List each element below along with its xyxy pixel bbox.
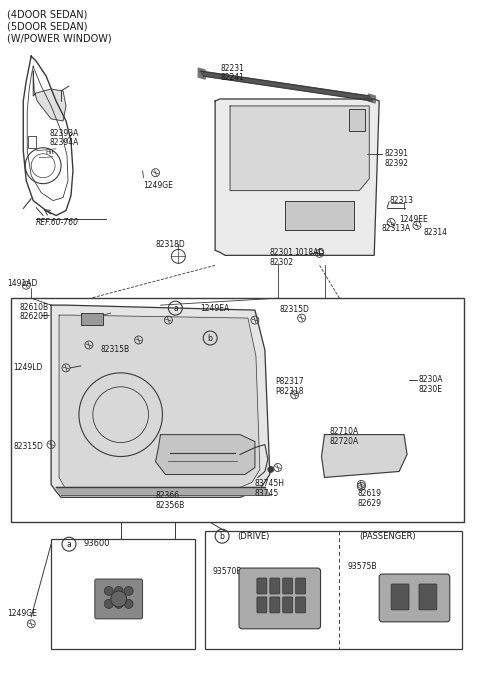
Polygon shape	[59, 315, 260, 490]
Circle shape	[104, 587, 113, 595]
Text: 82302: 82302	[270, 258, 294, 268]
Circle shape	[114, 587, 123, 595]
Circle shape	[111, 591, 127, 607]
Text: 82313A: 82313A	[381, 225, 410, 234]
Polygon shape	[51, 305, 270, 497]
Polygon shape	[56, 488, 270, 496]
Text: 82720A: 82720A	[329, 437, 359, 445]
Text: 93570B: 93570B	[212, 567, 241, 576]
Text: 82391: 82391	[384, 149, 408, 158]
Text: 82315D: 82315D	[13, 441, 43, 451]
Text: 82356B: 82356B	[156, 501, 185, 511]
Polygon shape	[215, 99, 379, 255]
Circle shape	[268, 466, 274, 473]
FancyBboxPatch shape	[257, 597, 267, 613]
Text: 1249EE: 1249EE	[399, 215, 428, 223]
FancyBboxPatch shape	[379, 574, 450, 622]
Bar	[81, 313, 103, 325]
Text: 83745: 83745	[255, 490, 279, 498]
Text: 93600: 93600	[84, 539, 110, 548]
Text: 1491AD: 1491AD	[7, 279, 38, 289]
Text: 82301: 82301	[270, 249, 294, 257]
FancyBboxPatch shape	[296, 597, 306, 613]
Text: (W/POWER WINDOW): (W/POWER WINDOW)	[7, 33, 112, 43]
Text: 82620B: 82620B	[19, 312, 48, 321]
Circle shape	[114, 600, 123, 608]
Bar	[51, 539, 195, 648]
Polygon shape	[33, 71, 66, 121]
FancyBboxPatch shape	[296, 578, 306, 594]
Text: 82392: 82392	[384, 159, 408, 168]
Text: 1249GE: 1249GE	[7, 609, 37, 618]
FancyBboxPatch shape	[95, 579, 143, 619]
Text: 82318D: 82318D	[156, 240, 185, 249]
Polygon shape	[368, 94, 375, 103]
Bar	[285, 200, 354, 230]
Circle shape	[104, 600, 113, 608]
Text: 82313: 82313	[389, 196, 413, 204]
Text: 82314: 82314	[424, 228, 448, 238]
Text: 82231: 82231	[220, 64, 244, 73]
Text: Hit: Hit	[45, 150, 54, 155]
Text: (DRIVE): (DRIVE)	[237, 532, 269, 541]
Text: 82366: 82366	[156, 492, 180, 500]
FancyBboxPatch shape	[283, 597, 293, 613]
Text: 8230E: 8230E	[419, 385, 443, 394]
Text: REF.60-760: REF.60-760	[36, 219, 79, 227]
FancyBboxPatch shape	[270, 578, 280, 594]
Polygon shape	[322, 435, 407, 477]
Text: 82610B: 82610B	[19, 303, 48, 312]
FancyBboxPatch shape	[270, 597, 280, 613]
FancyBboxPatch shape	[239, 568, 321, 629]
FancyBboxPatch shape	[283, 578, 293, 594]
FancyBboxPatch shape	[257, 578, 267, 594]
Circle shape	[124, 600, 133, 608]
Text: 83745H: 83745H	[255, 479, 285, 488]
Text: 1249GE: 1249GE	[144, 181, 173, 189]
Bar	[28, 136, 36, 148]
Text: (4DOOR SEDAN): (4DOOR SEDAN)	[7, 10, 88, 20]
Text: 82394A: 82394A	[49, 138, 79, 147]
FancyBboxPatch shape	[391, 584, 409, 610]
Text: a: a	[173, 304, 178, 312]
Text: 82241: 82241	[220, 73, 244, 82]
Text: 82619: 82619	[357, 490, 381, 498]
Text: 93575B: 93575B	[348, 562, 377, 571]
Polygon shape	[156, 435, 255, 475]
Text: 82315D: 82315D	[280, 305, 310, 314]
Text: (5DOOR SEDAN): (5DOOR SEDAN)	[7, 21, 88, 31]
Bar	[349, 109, 365, 131]
Polygon shape	[230, 106, 369, 191]
Text: 82629: 82629	[357, 499, 381, 509]
Text: 1249EA: 1249EA	[200, 304, 229, 313]
Text: b: b	[220, 532, 225, 540]
Text: P82317: P82317	[275, 377, 303, 386]
Text: 82393A: 82393A	[49, 129, 79, 138]
Polygon shape	[200, 71, 372, 101]
Text: (PASSENGER): (PASSENGER)	[360, 532, 416, 541]
Text: 1249LD: 1249LD	[13, 363, 43, 372]
Text: 1018AD: 1018AD	[295, 249, 325, 257]
Bar	[205, 531, 462, 648]
Text: 8230A: 8230A	[419, 375, 444, 384]
FancyBboxPatch shape	[419, 584, 437, 610]
Text: 82710A: 82710A	[329, 426, 359, 436]
Circle shape	[124, 587, 133, 595]
Text: P82318: P82318	[275, 387, 303, 396]
Polygon shape	[198, 68, 205, 79]
Text: b: b	[208, 333, 213, 342]
Text: 82315B: 82315B	[101, 345, 130, 354]
Bar	[12, 298, 464, 522]
Text: a: a	[67, 540, 72, 549]
